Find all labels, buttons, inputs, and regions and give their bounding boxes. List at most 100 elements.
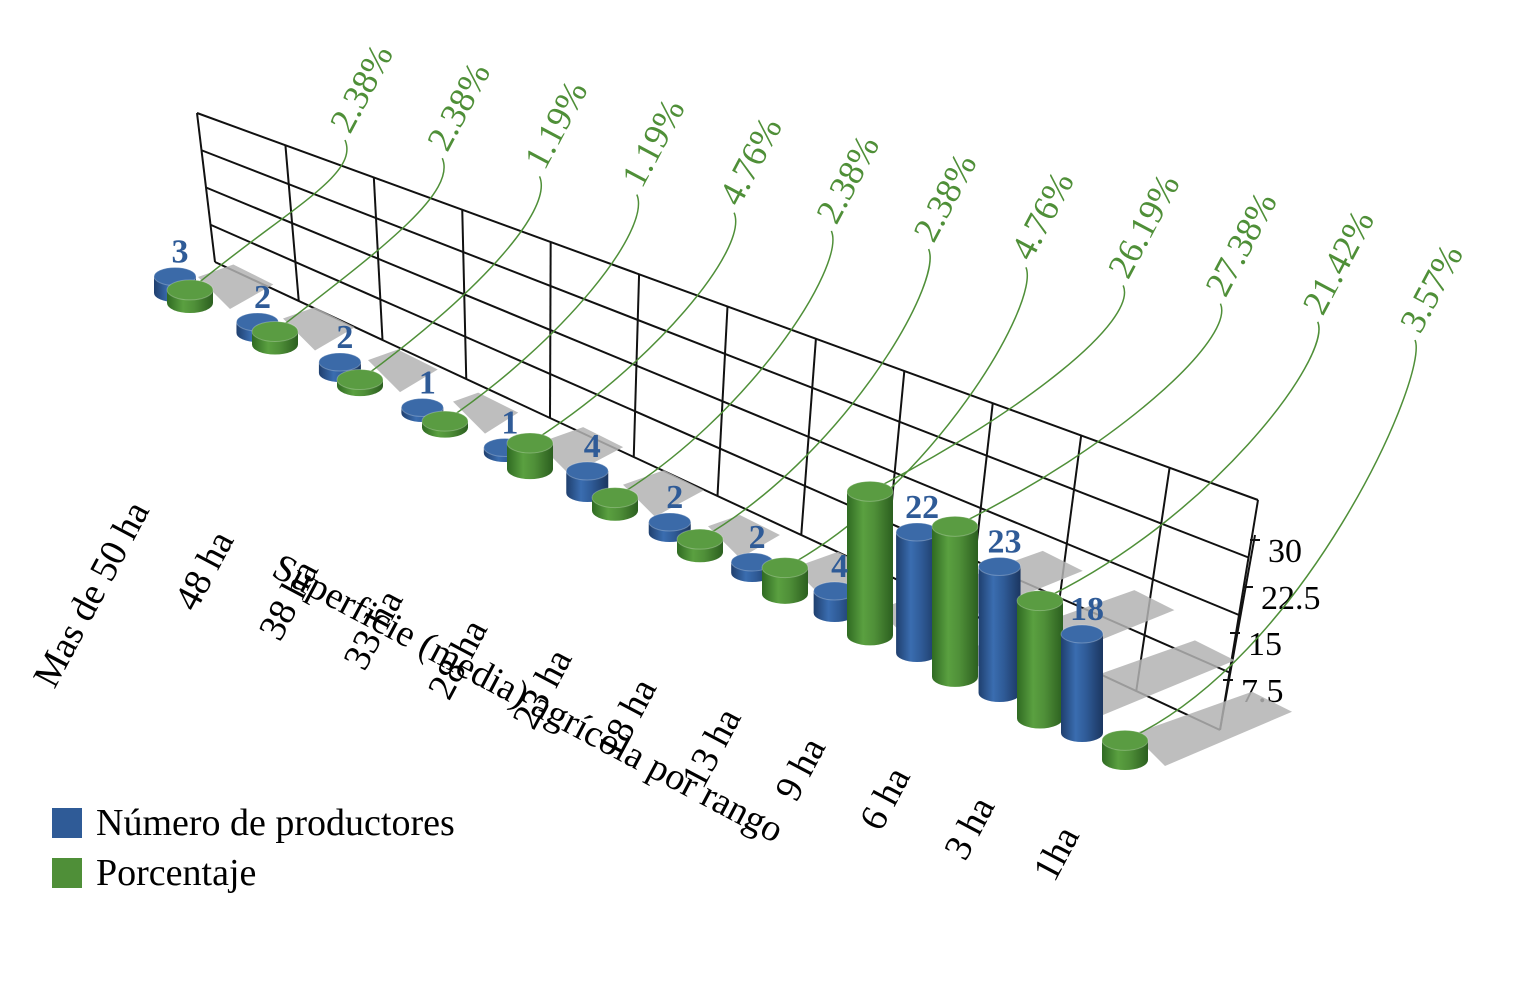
bar-porcentaje-top xyxy=(591,487,639,509)
gridline-vertical xyxy=(632,274,641,458)
legend-item-porcentaje: Porcentaje xyxy=(52,848,455,898)
percent-leader-line xyxy=(954,303,1223,527)
bar-productores-top xyxy=(318,352,362,372)
count-data-label: 2 xyxy=(749,519,766,556)
bar-porcentaje xyxy=(846,480,894,646)
bar-porcentaje xyxy=(761,557,809,604)
category-label: 48 ha xyxy=(166,524,242,617)
bar-porcentaje-body xyxy=(932,526,978,687)
percent-leader-line xyxy=(1124,339,1417,742)
legend-label: Número de productores xyxy=(96,802,455,844)
count-data-label: 1 xyxy=(501,405,518,442)
percent-leader-line xyxy=(274,157,445,333)
count-data-label: 18 xyxy=(1070,591,1104,628)
percent-data-label: 1.19% xyxy=(614,92,693,193)
percent-data-label: 1.19% xyxy=(516,74,595,175)
bar-porcentaje xyxy=(591,487,639,521)
count-data-label: 22 xyxy=(905,489,939,526)
bar-shadows xyxy=(198,264,1293,766)
count-data-label: 2 xyxy=(336,319,353,356)
legend-swatch-blue xyxy=(52,808,82,838)
bar-porcentaje xyxy=(1016,590,1064,729)
bar-shadow xyxy=(623,470,704,517)
bar-porcentaje xyxy=(166,279,214,313)
percent-data-label: 4.76% xyxy=(1003,165,1082,266)
percent-leader-line xyxy=(869,285,1126,492)
bar-porcentaje xyxy=(251,320,299,355)
bar-shadow xyxy=(198,264,274,309)
bar-productores-top xyxy=(648,512,692,532)
legend-label: Porcentaje xyxy=(96,852,257,894)
bar-porcentaje xyxy=(676,528,724,563)
count-data-label: 4 xyxy=(584,428,601,465)
legend-swatch-green xyxy=(52,858,82,888)
bar-porcentaje-top xyxy=(1016,590,1064,612)
gridline-vertical xyxy=(716,306,729,497)
bar-productores-top xyxy=(1060,624,1104,644)
bar-productores-top xyxy=(400,398,444,417)
count-data-label: 2 xyxy=(254,279,271,316)
percent-data-label: 2.38% xyxy=(322,38,401,139)
count-data-label: 23 xyxy=(988,524,1022,561)
bar-porcentaje-top xyxy=(761,557,809,579)
y-tick-label: 15 xyxy=(1248,626,1282,663)
bar-porcentaje-top xyxy=(676,528,724,550)
bar-shadow xyxy=(283,307,355,351)
bar-porcentaje xyxy=(1101,729,1149,770)
percent-leader-line xyxy=(1039,321,1320,602)
bar-porcentaje-top xyxy=(931,515,979,537)
bar-productores xyxy=(1060,624,1104,742)
percent-data-label: 27.38% xyxy=(1197,186,1284,303)
bar-porcentaje xyxy=(336,369,384,397)
category-label: Mas de 50 ha xyxy=(25,494,158,694)
category-label: 6 ha xyxy=(852,760,919,837)
bar-porcentaje-top xyxy=(506,432,554,454)
bar-shadow xyxy=(1133,691,1293,766)
percent-leader-line xyxy=(189,139,348,291)
gridline-vertical xyxy=(372,177,384,341)
category-label: 9 ha xyxy=(767,731,834,808)
bar-productores xyxy=(400,398,444,422)
bar-productores-body xyxy=(978,566,1021,702)
percent-data-label: 26.19% xyxy=(1100,167,1187,284)
category-label: 3 ha xyxy=(936,790,1003,867)
bar-porcentaje-body xyxy=(762,567,808,604)
gridline-vertical xyxy=(549,241,552,419)
count-data-label: 2 xyxy=(666,479,683,516)
bar-productores-body xyxy=(1061,634,1103,742)
percent-leader-line xyxy=(529,212,737,444)
gridline-vertical xyxy=(196,112,216,263)
percent-data-label: 4.76% xyxy=(711,111,790,212)
bar-porcentaje-top xyxy=(421,410,469,432)
bar-productores xyxy=(813,581,857,622)
gridline-vertical xyxy=(800,338,817,536)
legend: Número de productores Porcentaje xyxy=(52,798,455,898)
bar-productores xyxy=(978,557,1022,702)
bar-productores-top xyxy=(978,557,1022,576)
count-data-label: 1 xyxy=(419,365,436,402)
bar-porcentaje-body xyxy=(507,443,553,480)
percent-leader-line xyxy=(699,248,931,540)
count-data-label: 4 xyxy=(831,548,848,585)
percent-leader-lines xyxy=(189,139,1417,742)
bar-porcentaje-body xyxy=(1017,600,1063,729)
bar-shadow xyxy=(453,392,519,434)
bar-porcentaje-top xyxy=(336,369,384,391)
bar-porcentaje xyxy=(506,432,554,480)
bar-shadow xyxy=(538,427,624,476)
bar-porcentaje-top xyxy=(251,320,299,342)
bar-productores-top xyxy=(565,461,609,481)
bar-porcentaje-top xyxy=(1101,729,1149,751)
percent-data-label: 2.38% xyxy=(905,147,984,248)
legend-item-productores: Número de productores xyxy=(52,798,455,848)
percent-data-label: 2.38% xyxy=(419,56,498,157)
percent-leader-line xyxy=(359,176,542,381)
bar-porcentaje-top xyxy=(846,480,894,502)
category-label: 1ha xyxy=(1025,819,1088,887)
bar-productores-body xyxy=(896,532,939,662)
bar-porcentaje-top xyxy=(166,279,214,301)
bar-porcentaje-body xyxy=(847,491,893,646)
percent-data-label: 3.57% xyxy=(1392,238,1471,339)
bars xyxy=(153,267,1149,770)
